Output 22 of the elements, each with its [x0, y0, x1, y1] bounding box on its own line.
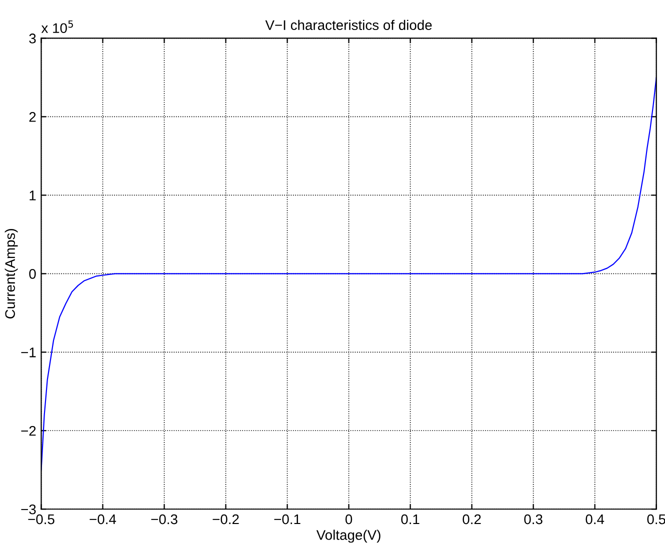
x-tick-label: 0.5 — [647, 514, 665, 524]
y-axis-title: Current(Amps) — [4, 229, 18, 318]
x-tick-label: −0.2 — [212, 514, 239, 524]
x-tick-label: 0.1 — [401, 514, 420, 524]
x-tick-label: 0 — [345, 514, 352, 524]
x-tick-label: −0.5 — [28, 514, 54, 524]
chart-title: V−I characteristics of diode — [265, 20, 432, 30]
x-axis-title: Voltage(V) — [316, 530, 380, 543]
text: x 10$^{5}$ — [41, 20, 73, 34]
x-tick-label: 0.2 — [462, 514, 481, 524]
y-tick-label: 0 — [29, 269, 36, 279]
y-tick-label: 2 — [29, 112, 36, 122]
y-tick-label: −1 — [21, 348, 36, 358]
y-tick-label: 1 — [30, 190, 36, 200]
x-tick-label: 0.4 — [586, 514, 604, 524]
y-tick-label: −3 — [21, 504, 36, 514]
y-tick-label: 3 — [29, 34, 36, 44]
x-tick-label: −0.3 — [151, 514, 178, 524]
x-tick-label: 0.3 — [524, 514, 542, 524]
y-tick-label: −2 — [21, 426, 36, 436]
x-tick-label: −0.1 — [274, 514, 300, 524]
x-tick-label: −0.4 — [90, 514, 116, 524]
